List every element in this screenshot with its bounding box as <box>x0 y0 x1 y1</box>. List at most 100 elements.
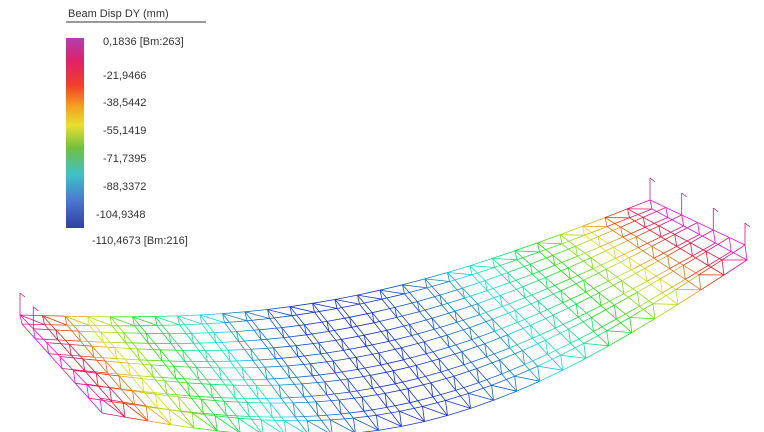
chord-member <box>381 360 404 365</box>
chord-member <box>447 328 470 336</box>
chord-member <box>223 312 246 314</box>
chord-member <box>515 301 538 311</box>
chord-member <box>548 343 571 354</box>
chord-member <box>638 237 661 248</box>
cross-member <box>450 282 465 299</box>
chord-member <box>56 330 79 331</box>
vertical-member <box>330 420 332 432</box>
chord-member <box>160 350 183 351</box>
chord-member <box>379 348 402 353</box>
cross-member <box>405 294 420 312</box>
screenshot: Beam Disp DY (mm) 0,1836 [Bm:263] -21,94… <box>0 0 764 432</box>
chord-member <box>540 303 563 313</box>
cross-member <box>668 218 684 227</box>
cross-member <box>233 385 247 402</box>
chord-member <box>117 359 140 360</box>
cross-member <box>647 281 663 293</box>
chord-member <box>71 355 94 357</box>
cross-member <box>43 316 56 330</box>
cross-member <box>708 266 724 276</box>
chord-member <box>410 397 433 403</box>
chord-member <box>81 341 104 342</box>
chord-member <box>94 357 117 359</box>
cross-member <box>327 395 341 414</box>
cross-member <box>35 339 48 354</box>
cross-member <box>274 348 288 366</box>
cross-member <box>432 318 447 335</box>
chord-member <box>43 316 66 317</box>
vertical-member <box>653 304 655 319</box>
vertical-member <box>668 256 670 269</box>
chord-member <box>148 421 171 425</box>
chord-member <box>49 354 72 356</box>
chord-member <box>293 402 316 403</box>
cross-member <box>249 417 263 432</box>
vertical-member <box>353 418 355 432</box>
chord-member <box>230 360 253 361</box>
cross-member <box>677 246 693 256</box>
chord-member <box>190 396 213 397</box>
vertical-member <box>607 331 609 346</box>
cross-member <box>253 360 267 379</box>
chord-member <box>629 246 652 258</box>
chord-member <box>555 256 578 265</box>
chord-member <box>385 389 408 394</box>
cross-member <box>478 304 493 320</box>
chord-member <box>316 400 339 402</box>
chord-member <box>433 390 456 397</box>
chord-member <box>216 342 239 343</box>
cross-member <box>92 346 106 361</box>
cross-member <box>510 283 525 298</box>
support-arrow <box>713 208 718 212</box>
diagonal-member <box>446 401 471 409</box>
chord-member <box>432 311 455 318</box>
cross-member <box>683 265 699 275</box>
chord-member <box>676 275 699 290</box>
chord-member <box>45 325 68 326</box>
diagonal-member <box>380 290 405 294</box>
cross-member <box>578 317 593 331</box>
vertical-member <box>637 292 639 306</box>
cross-member <box>258 399 272 418</box>
cross-member <box>115 348 129 364</box>
cross-member <box>293 403 307 421</box>
legend: Beam Disp DY (mm) 0,1836 [Bm:263] -21,94… <box>66 8 206 247</box>
cross-member <box>410 325 425 342</box>
vertical-member <box>676 290 678 305</box>
cross-member <box>668 256 684 266</box>
chord-member <box>586 346 609 359</box>
chord-member <box>448 266 471 273</box>
cross-member <box>395 384 410 403</box>
vertical-member <box>645 268 647 281</box>
chord-member <box>259 328 282 330</box>
legend-label: -21,9466 <box>103 70 146 82</box>
chord-member <box>69 344 92 346</box>
cross-member <box>194 343 208 361</box>
cross-member <box>298 357 312 376</box>
cross-member <box>713 230 729 238</box>
chord-member <box>701 275 724 290</box>
cross-member <box>691 243 707 252</box>
chord-member <box>636 226 659 237</box>
diagonal-member <box>200 315 225 323</box>
chord-member <box>655 305 678 319</box>
cross-member <box>148 343 162 361</box>
cross-member <box>151 365 165 381</box>
cross-member <box>20 315 33 329</box>
chord-member <box>563 358 586 370</box>
chord-member <box>530 255 553 264</box>
vertical-member <box>636 237 638 248</box>
cross-member <box>608 281 624 294</box>
cross-member <box>698 223 714 231</box>
cross-member <box>139 360 153 377</box>
diagonal-member <box>358 295 383 299</box>
vertical-member <box>729 238 731 252</box>
cross-member <box>660 279 676 290</box>
diagonal-member <box>492 385 517 391</box>
cross-member <box>272 417 286 432</box>
cross-member <box>546 340 561 355</box>
chord-member <box>335 369 358 373</box>
cross-member <box>693 256 709 266</box>
cross-member <box>366 346 381 365</box>
chord-member <box>242 367 265 368</box>
